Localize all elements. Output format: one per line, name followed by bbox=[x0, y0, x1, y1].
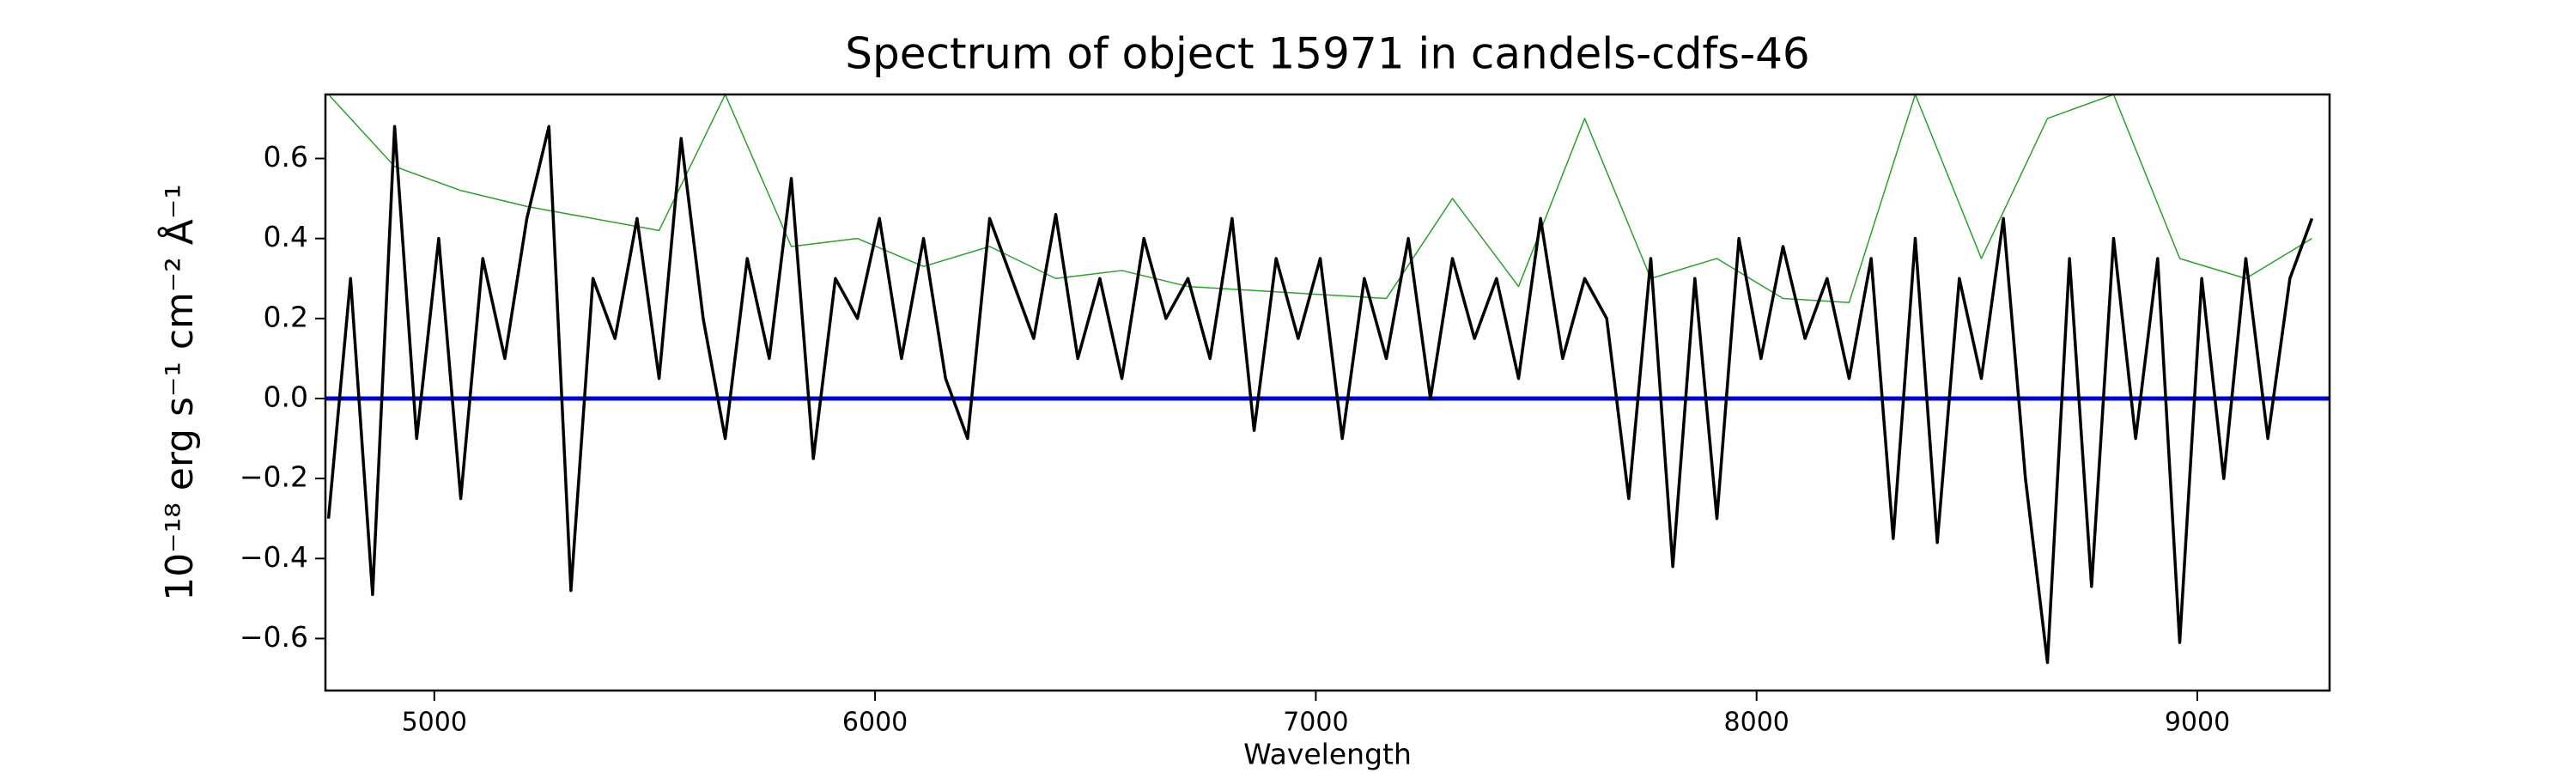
x-tick-label: 6000 bbox=[842, 708, 908, 738]
y-tick-label: −0.4 bbox=[240, 540, 308, 574]
x-tick-label: 7000 bbox=[1283, 708, 1348, 738]
y-axis-label: 10⁻¹⁸ erg s⁻¹ cm⁻² Å⁻¹ bbox=[156, 184, 202, 600]
chart-title: Spectrum of object 15971 in candels-cdfs… bbox=[845, 29, 1810, 79]
y-tick-label: −0.6 bbox=[240, 620, 308, 654]
x-tick-label: 9000 bbox=[2165, 708, 2230, 738]
spectrum-line bbox=[328, 94, 2312, 303]
spectrum-line bbox=[326, 125, 2314, 665]
y-tick-label: 0.4 bbox=[264, 220, 308, 253]
x-axis-label: Wavelength bbox=[1243, 738, 1412, 771]
x-tick-label: 8000 bbox=[1724, 708, 1789, 738]
y-tick-label: 0.6 bbox=[264, 140, 308, 173]
plot-area bbox=[325, 94, 2330, 665]
y-tick-label: 0.2 bbox=[264, 300, 308, 333]
y-tick-label: −0.2 bbox=[240, 460, 308, 494]
y-tick-label: 0.0 bbox=[264, 380, 308, 413]
axes-frame bbox=[324, 93, 2331, 692]
x-tick-label: 5000 bbox=[402, 708, 467, 738]
